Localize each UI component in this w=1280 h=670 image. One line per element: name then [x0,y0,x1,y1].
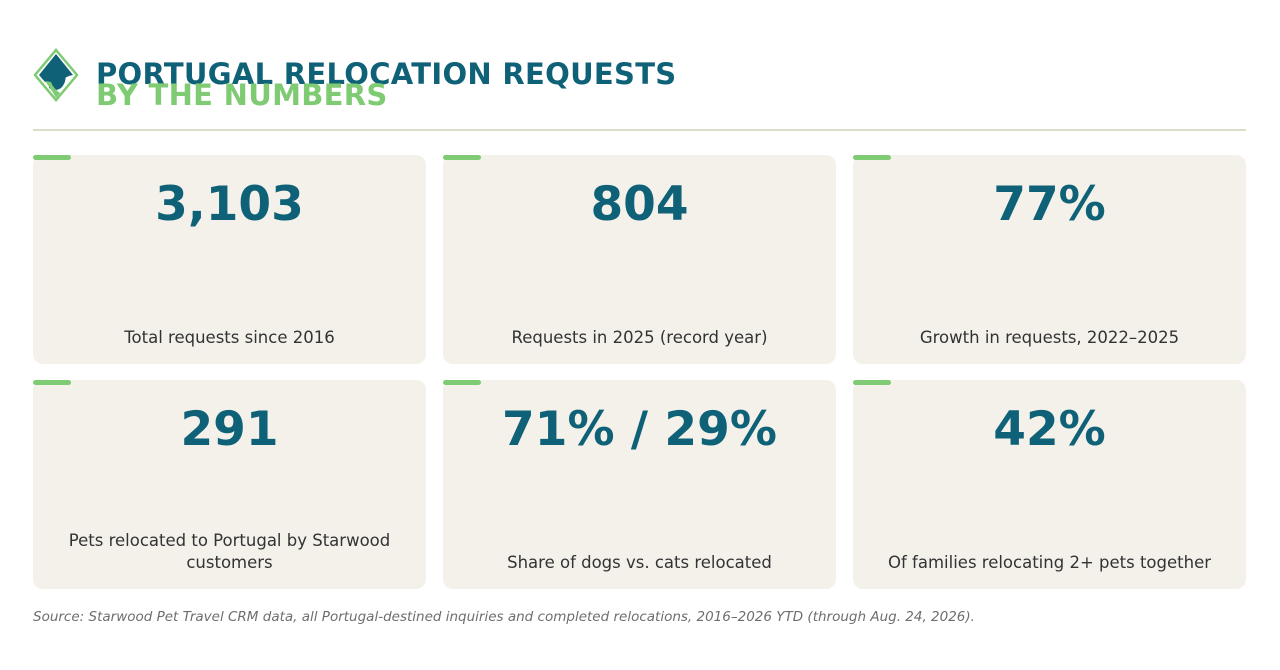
stat-value: 42% [993,402,1106,457]
card-accent [443,155,481,160]
card-accent [33,380,71,385]
stat-card-growth: 77% Growth in requests, 2022–2025 [853,155,1246,364]
stat-value: 804 [590,177,689,232]
stat-value: 3,103 [155,177,304,232]
stat-card-pets-relocated: 291 Pets relocated to Portugal by Starwo… [33,380,426,589]
stat-value: 77% [993,177,1106,232]
header: PORTUGAL RELOCATION REQUESTS BY THE NUMB… [33,48,1246,112]
source-note: Source: Starwood Pet Travel CRM data, al… [33,609,975,625]
card-accent [33,155,71,160]
stat-label: Of families relocating 2+ pets together [888,553,1211,572]
card-accent [443,380,481,385]
page-subtitle: BY THE NUMBERS [96,78,388,112]
stat-card-multi-pet-families: 42% Of families relocating 2+ pets toget… [853,380,1246,589]
stat-value: 291 [180,402,279,457]
stat-label: Growth in requests, 2022–2025 [919,328,1180,347]
page-title: PORTUGAL RELOCATION REQUESTS [96,57,677,91]
card-accent [853,155,891,160]
stat-value: 71% / 29% [502,402,777,457]
stat-label: Pets relocated to Portugal by Starwood c… [68,531,391,572]
stat-label: Requests in 2025 (record year) [511,328,768,347]
header-divider [33,129,1246,131]
stat-card-total-requests: 3,103 Total requests since 2016 [33,155,426,364]
stat-card-requests-2025: 804 Requests in 2025 (record year) [443,155,836,364]
dog-cat-diamond-logo-icon [33,48,79,102]
stat-card-dogs-vs-cats: 71% / 29% Share of dogs vs. cats relocat… [443,380,836,589]
stat-label: Share of dogs vs. cats relocated [507,553,772,572]
stat-label: Total requests since 2016 [124,328,335,347]
card-accent [853,380,891,385]
